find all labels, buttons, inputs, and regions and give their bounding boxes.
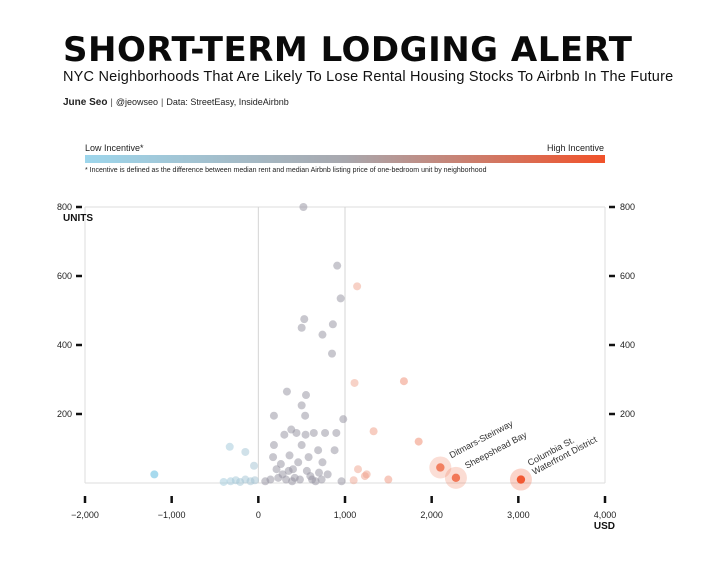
data-point	[300, 315, 309, 324]
data-point	[297, 401, 306, 410]
data-point	[315, 468, 323, 477]
x-tick-label: −1,000	[158, 510, 186, 520]
data-point	[299, 203, 308, 211]
x-tick-label: 4,000	[594, 510, 617, 520]
data-point	[269, 441, 278, 450]
y-tick-label-right: 400	[620, 340, 635, 350]
data-point	[297, 323, 306, 332]
data-point	[311, 477, 320, 486]
byline-separator: |	[160, 97, 164, 107]
data-point	[328, 349, 336, 358]
y-axis-left: 200 400 600 800	[57, 202, 82, 419]
data-point	[451, 473, 461, 483]
data-point	[302, 391, 310, 400]
byline: June Seo | @jeowseo | Data: StreetEasy, Insi…	[63, 97, 289, 108]
y-tick-label-right: 200	[620, 409, 635, 419]
data-point	[353, 282, 362, 291]
data-point	[318, 458, 327, 467]
data-point	[332, 428, 341, 437]
y-tick-label: 600	[57, 271, 72, 281]
data-point	[301, 411, 310, 420]
data-point	[414, 437, 423, 446]
data-point	[295, 475, 304, 484]
data-point	[282, 387, 291, 396]
x-axis-title: USD	[594, 521, 615, 532]
data-point	[318, 330, 327, 339]
data-point	[150, 470, 159, 479]
legend-low-label: Low Incentive*	[85, 143, 144, 153]
y-tick-label: 400	[57, 340, 72, 350]
data-point	[225, 442, 234, 451]
y-axis-right: 200 400 600 800	[609, 202, 635, 419]
data-point	[354, 465, 362, 474]
data-point	[339, 415, 348, 424]
legend-footnote: * Incentive is defined as the difference…	[85, 167, 487, 174]
y-axis-title: UNITS	[63, 213, 93, 224]
x-tick-label: 2,000	[420, 510, 443, 520]
x-tick-label: 1,000	[334, 510, 357, 520]
y-tick-label-right: 600	[620, 271, 635, 281]
data-point	[330, 446, 339, 455]
x-tick-label: −2,000	[71, 510, 99, 520]
y-tick-label-right: 800	[620, 202, 635, 212]
data-point	[266, 475, 275, 484]
data-point	[269, 453, 278, 462]
author-handle: @jeowseo	[115, 97, 158, 107]
data-point	[282, 475, 291, 484]
data-point	[250, 476, 259, 485]
point-annotation: Columbia St.Waterfront District	[526, 425, 599, 477]
data-point	[309, 428, 318, 437]
data-point	[321, 428, 330, 437]
data-point	[289, 465, 297, 474]
x-tick-label: 0	[256, 510, 261, 520]
data-point	[276, 460, 285, 469]
data-point	[285, 451, 294, 460]
data-point	[314, 446, 323, 455]
data-point	[297, 441, 306, 450]
data-point	[328, 320, 337, 329]
x-tick-label: 3,000	[507, 510, 530, 520]
data-point	[436, 463, 445, 472]
byline-separator: |	[110, 97, 113, 107]
data-point	[350, 378, 359, 387]
data-point	[349, 476, 358, 485]
data-point	[280, 430, 289, 439]
data-point	[323, 470, 332, 479]
data-point	[399, 377, 408, 386]
y-tick-label: 200	[57, 409, 72, 419]
data-point	[384, 475, 393, 484]
legend-gradient-bar	[85, 155, 605, 163]
data-point	[333, 261, 342, 270]
chart-subtitle: NYC Neighborhoods That Are Likely To Los…	[63, 69, 674, 85]
data-point	[369, 427, 378, 436]
data-point	[336, 294, 345, 303]
data-point	[219, 477, 228, 486]
legend-high-label: High Incentive	[547, 143, 604, 153]
data-point	[337, 477, 346, 486]
data-point	[250, 461, 258, 470]
data-point	[317, 475, 326, 484]
data-point	[292, 428, 301, 437]
data-point	[269, 411, 278, 420]
data-point	[294, 458, 303, 467]
data-point	[362, 470, 371, 479]
chart-title: SHORT-TERM LODGING ALERT	[63, 30, 633, 70]
x-axis: −2,000 −1,000 0 1,000 2,000 3,000 4,000	[71, 496, 616, 520]
data-point	[241, 447, 250, 456]
y-tick-label: 800	[57, 202, 72, 212]
data-point	[304, 453, 313, 462]
data-point	[301, 430, 310, 439]
reference-lines	[257, 207, 346, 483]
author-name: June Seo	[63, 97, 108, 108]
data-source: Data: StreetEasy, InsideAirbnb	[166, 97, 289, 107]
data-point	[516, 475, 526, 484]
data-points	[150, 203, 532, 491]
